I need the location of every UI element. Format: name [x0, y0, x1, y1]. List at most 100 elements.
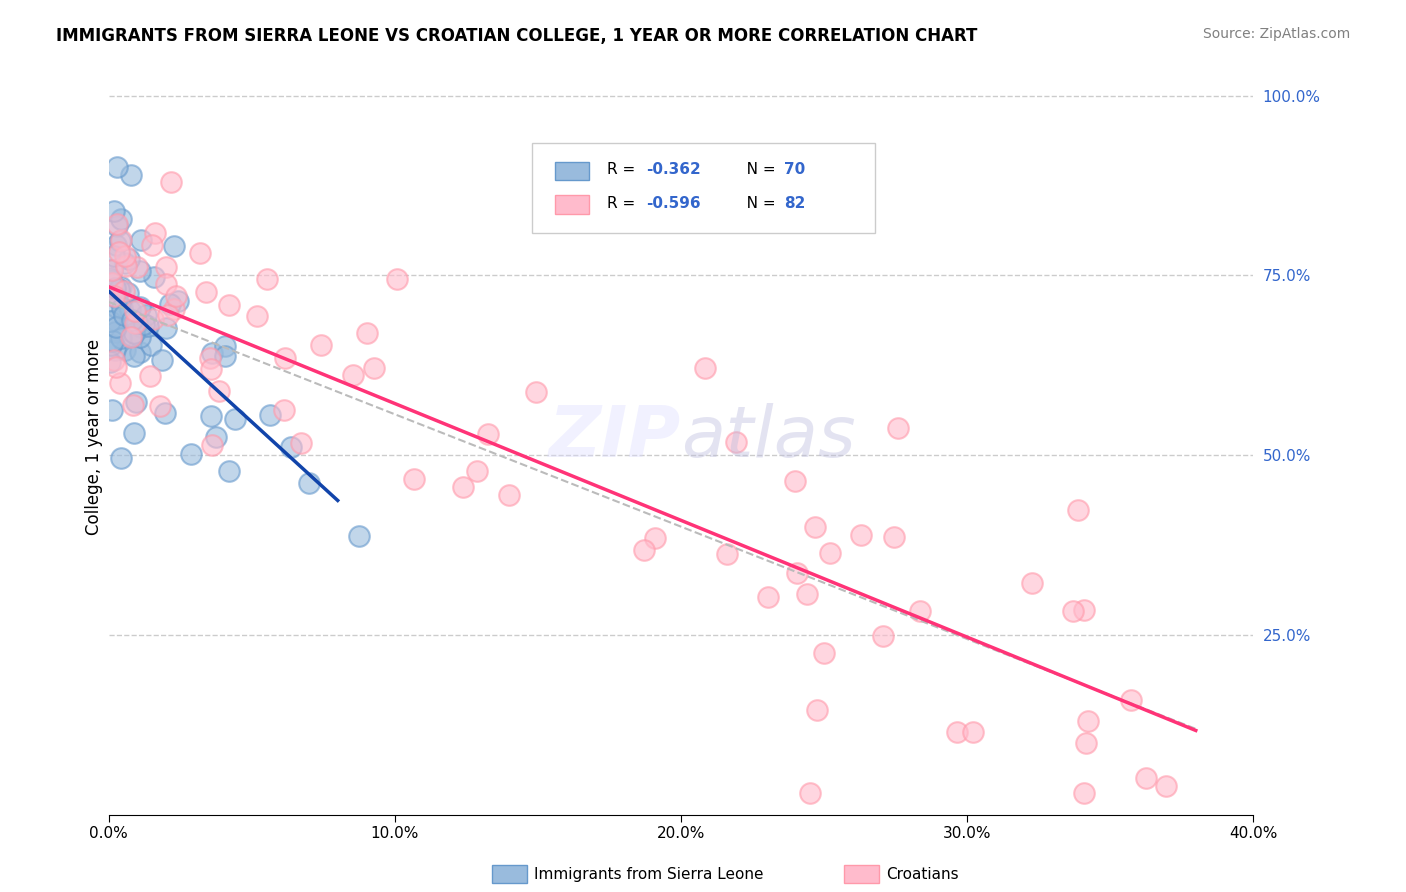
Point: [290, 436, 312, 450]
Point: [356, 326, 378, 340]
Point: [129, 264, 152, 278]
Point: [132, 318, 155, 332]
Point: [342, 368, 364, 383]
Point: [98, 313, 121, 327]
Point: [309, 338, 332, 352]
Point: [141, 237, 163, 252]
Point: [131, 320, 153, 334]
Point: [125, 316, 148, 330]
Point: [121, 168, 143, 182]
Text: Immigrants from Sierra Leone: Immigrants from Sierra Leone: [534, 867, 763, 881]
Point: [110, 233, 132, 247]
Point: [467, 464, 489, 478]
Point: [100, 338, 122, 352]
Point: [945, 725, 967, 739]
Point: [125, 395, 148, 409]
Point: [849, 528, 872, 542]
Point: [201, 345, 224, 359]
Point: [120, 330, 142, 344]
Point: [125, 260, 148, 274]
Point: [159, 297, 181, 311]
Point: [218, 465, 240, 479]
Point: [104, 320, 127, 334]
Point: [143, 226, 166, 240]
Point: [121, 398, 143, 412]
Point: [115, 260, 138, 274]
Point: [100, 270, 122, 285]
Point: [155, 260, 177, 274]
Point: [100, 276, 122, 290]
Point: [129, 300, 152, 314]
Point: [347, 529, 370, 543]
Point: [1156, 779, 1178, 793]
Point: [104, 238, 127, 252]
Point: [910, 604, 932, 618]
Point: [201, 438, 224, 452]
Point: [214, 349, 236, 363]
Bar: [555, 195, 589, 214]
Text: ZIP: ZIP: [548, 402, 681, 472]
Text: Source: ZipAtlas.com: Source: ZipAtlas.com: [1202, 27, 1350, 41]
Point: [124, 350, 146, 364]
Point: [756, 590, 779, 604]
Text: Croatians: Croatians: [886, 867, 959, 881]
Point: [273, 402, 295, 417]
Point: [804, 520, 827, 534]
Point: [724, 435, 747, 450]
Point: [208, 384, 231, 398]
Text: R =: R =: [606, 162, 640, 178]
Point: [121, 312, 143, 326]
Point: [110, 450, 132, 465]
Point: [280, 440, 302, 454]
Point: [477, 427, 499, 442]
Point: [112, 285, 135, 299]
Point: [155, 277, 177, 292]
Point: [1062, 604, 1084, 618]
Point: [128, 329, 150, 343]
Point: [104, 300, 127, 314]
Point: [402, 472, 425, 486]
Point: [298, 475, 321, 490]
Point: [100, 263, 122, 277]
Point: [200, 362, 222, 376]
Point: [716, 547, 738, 561]
Point: [103, 288, 125, 302]
Text: atlas: atlas: [681, 402, 855, 472]
Point: [524, 384, 547, 399]
Point: [104, 326, 127, 340]
Point: [162, 301, 184, 316]
Point: [806, 703, 828, 717]
Point: [962, 724, 984, 739]
Point: [138, 319, 160, 334]
Text: R =: R =: [606, 196, 640, 211]
Point: [1135, 771, 1157, 785]
Point: [139, 337, 162, 351]
Point: [129, 233, 152, 247]
Point: [1067, 503, 1090, 517]
Point: [121, 329, 143, 343]
Point: [799, 786, 821, 800]
Point: [103, 249, 125, 263]
Point: [813, 646, 835, 660]
Point: [124, 316, 146, 330]
Point: [100, 272, 122, 286]
Point: [818, 546, 841, 560]
Point: [114, 343, 136, 357]
Point: [796, 587, 818, 601]
Point: [385, 271, 408, 285]
Point: [114, 308, 136, 322]
Point: [101, 263, 124, 277]
Point: [204, 430, 226, 444]
Point: [155, 321, 177, 335]
Point: [1021, 575, 1043, 590]
Point: [103, 204, 125, 219]
Point: [110, 331, 132, 345]
Point: [1076, 714, 1098, 729]
Point: [887, 421, 910, 435]
Point: [129, 345, 152, 359]
Point: [157, 308, 180, 322]
Point: [98, 355, 121, 369]
Point: [135, 308, 157, 322]
Bar: [555, 161, 589, 180]
Point: [214, 339, 236, 353]
